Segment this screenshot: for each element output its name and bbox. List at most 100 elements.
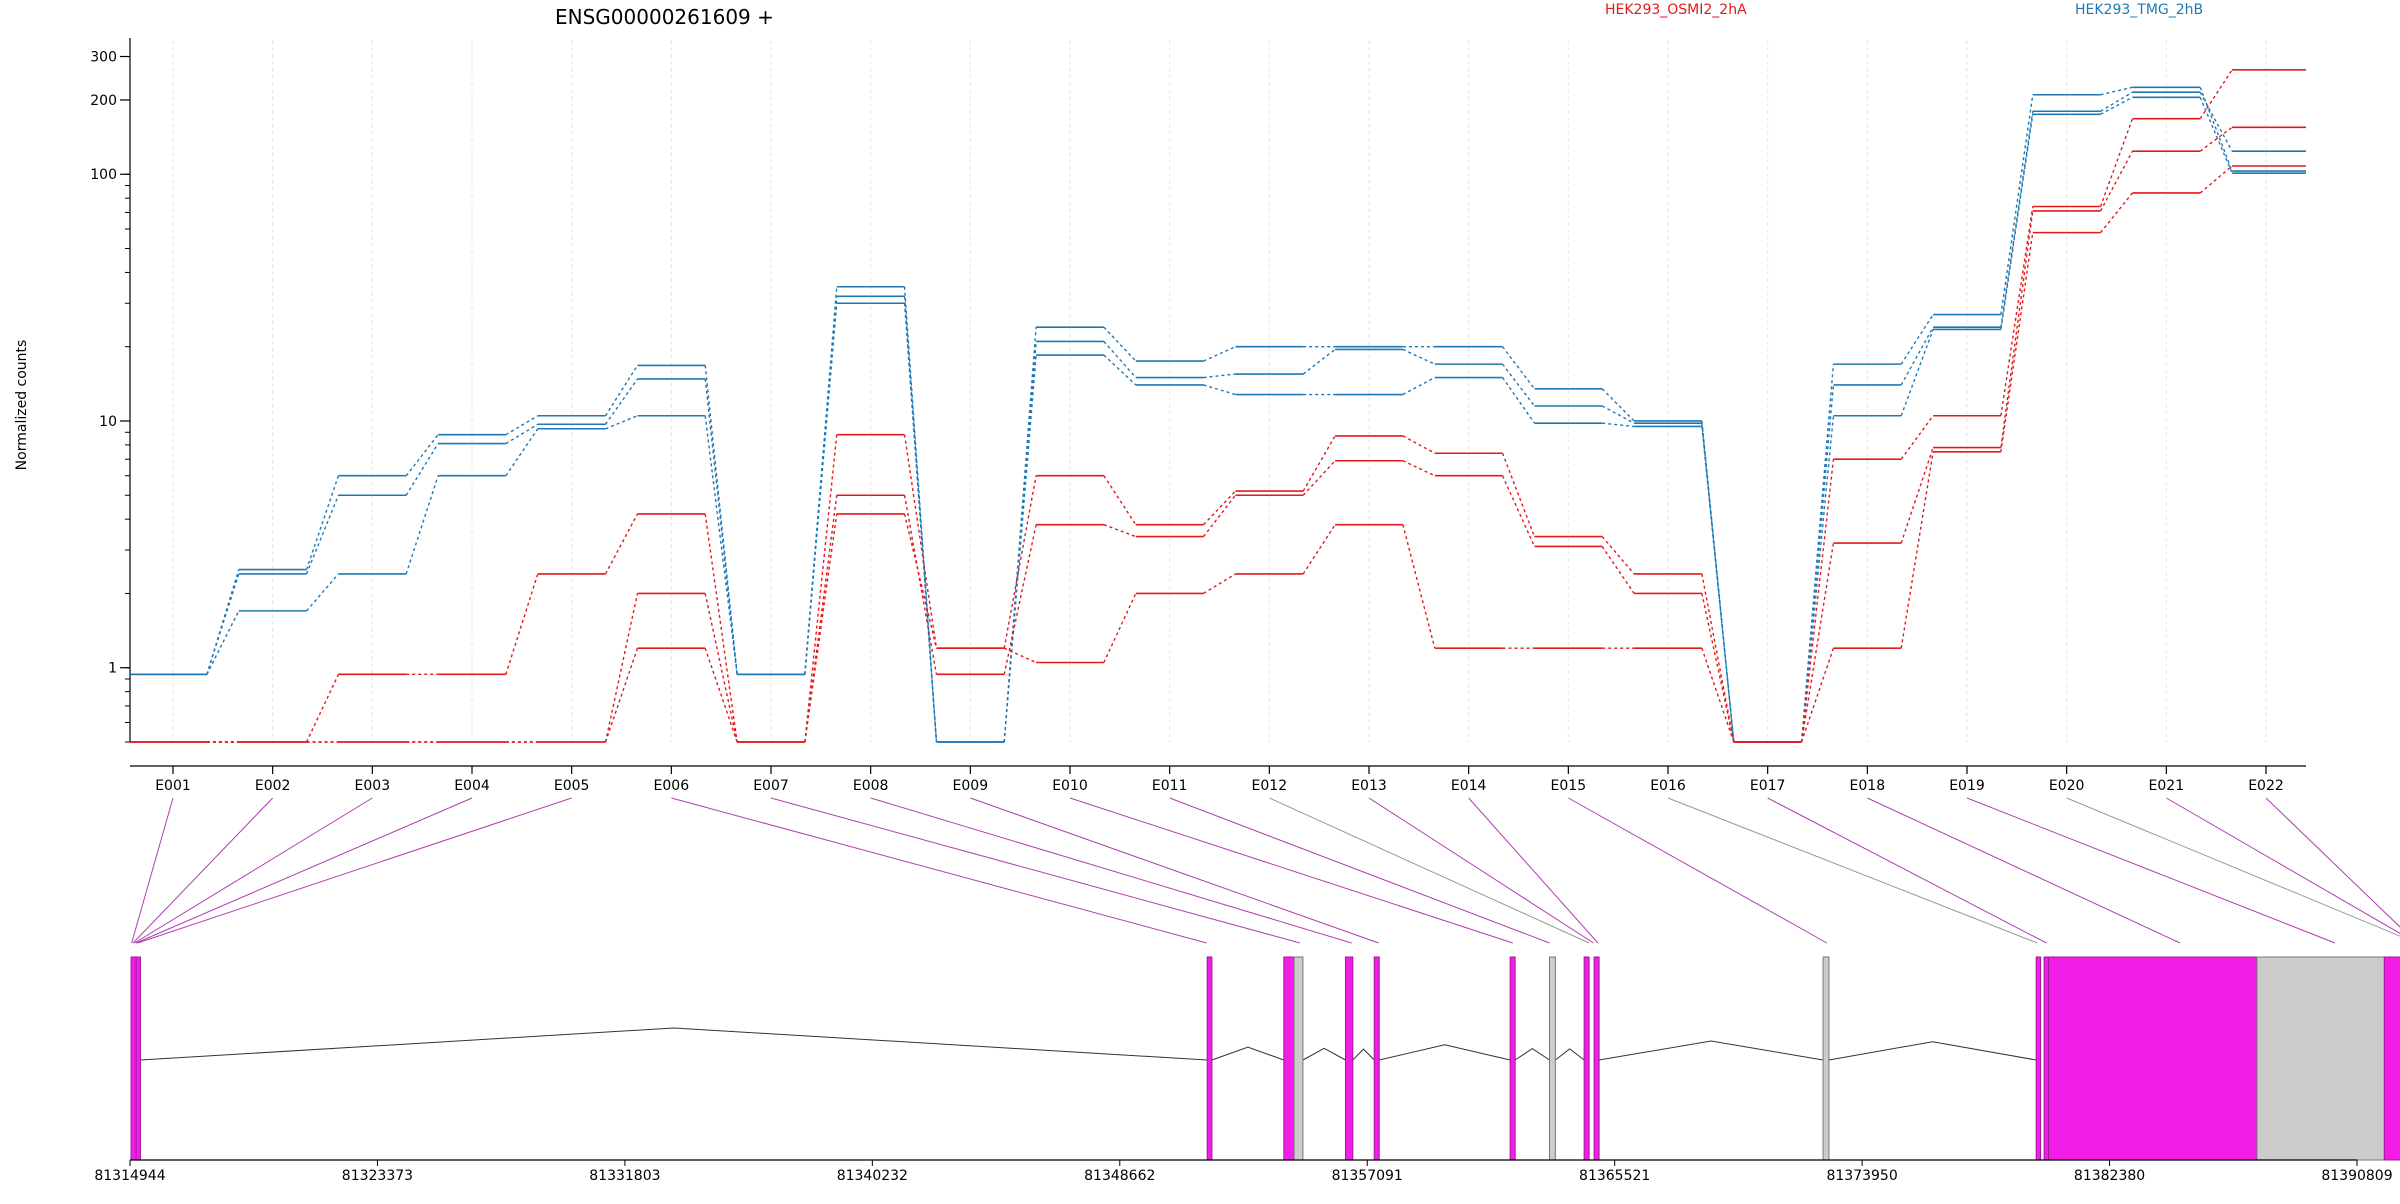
series-4-transition (903, 495, 938, 675)
gene-model (130, 956, 2400, 1161)
series-1 (130, 91, 2306, 743)
intron-line (1599, 1040, 1824, 1061)
series-5-transition (1302, 524, 1336, 575)
series-5-transition (1701, 647, 1735, 743)
gridlines (172, 40, 2267, 742)
intron-line (1555, 1048, 1585, 1061)
series-5-transition (2000, 232, 2034, 452)
x-tick-label-e011: E011 (1152, 778, 1188, 794)
series-4-transition (1202, 494, 1237, 538)
series-3-transition (1501, 452, 1536, 537)
intron-line (140, 1027, 1208, 1061)
connector-e012 (1269, 797, 1590, 944)
series-4-transition (1302, 460, 1336, 496)
genomic-axis: 81314944 81323373 81331803 81340232 81348662… (94, 1159, 2393, 1184)
series-0-transition (1103, 326, 1137, 362)
connector-e004 (135, 797, 473, 944)
series-3-transition (2099, 118, 2134, 207)
connector-e021 (2166, 797, 2400, 934)
series-5-transition (804, 513, 838, 743)
x-tick-label-e006: E006 (654, 778, 690, 794)
connector-e022 (2265, 797, 2400, 928)
series-5 (130, 165, 2306, 743)
series-2-transition (1800, 415, 1835, 743)
connector-e020 (2066, 797, 2400, 937)
series-5-transition (604, 647, 639, 743)
series-2-transition (1402, 376, 1436, 396)
genomic-tick-label: 81357091 (1332, 1168, 1403, 1184)
x-tick-label-e012: E012 (1252, 778, 1288, 794)
series-5-transition (1203, 573, 1236, 595)
series-0 (130, 86, 2306, 743)
series-2-transition (505, 428, 539, 477)
exon-highlighted (1344, 956, 1354, 1161)
connector-e014 (1468, 797, 1599, 944)
connector-e009 (970, 797, 1379, 944)
genomic-tick-label: 81348662 (1084, 1168, 1155, 1184)
exon-highlighted (135, 956, 141, 1161)
connector-e013 (1368, 797, 1594, 944)
intron-line (1302, 1047, 1346, 1061)
x-tick-label-e007: E007 (753, 778, 789, 794)
x-axis: E001 E002 E003 E004 E005 E006 E007 E008 E009 E010… (130, 765, 2306, 794)
series-4-transition (604, 593, 639, 743)
genomic-tick-label: 81390809 (2321, 1168, 2392, 1184)
x-tick-label-e005: E005 (554, 778, 590, 794)
series-4-transition (2000, 210, 2034, 448)
series-3-transition (704, 513, 738, 743)
genomic-tick-label: 81340232 (837, 1168, 908, 1184)
x-tick-label-e003: E003 (355, 778, 391, 794)
x-tick-label-e021: E021 (2149, 778, 2185, 794)
exon (1548, 956, 1556, 1161)
connector-e001 (131, 797, 174, 944)
genomic-tick-label: 81323373 (342, 1168, 413, 1184)
intron-line (1211, 1046, 1284, 1061)
series-1-transition (405, 443, 439, 496)
series-0-transition (1900, 314, 1934, 365)
series-0-transition (1501, 346, 1536, 390)
series-1-transition (505, 423, 539, 445)
series-1-transition (1402, 348, 1436, 365)
x-tick-label-e009: E009 (953, 778, 989, 794)
series-4-transition (1402, 460, 1436, 477)
series-1-transition (1203, 373, 1236, 379)
series-0-transition (2100, 86, 2133, 96)
connector-e011 (1169, 797, 1550, 944)
exon-highlighted (1206, 956, 1213, 1161)
exon-highlighted (1373, 956, 1380, 1161)
connector-e007 (770, 797, 1301, 944)
exon-highlighted (2048, 956, 2258, 1161)
series-3-transition (1800, 459, 1835, 743)
series-0-transition (604, 365, 639, 417)
x-tick-label-e004: E004 (454, 778, 490, 794)
x-tick-label-e020: E020 (2049, 778, 2085, 794)
series-1-transition (2100, 91, 2133, 112)
series-4-transition (2099, 150, 2134, 212)
series-2-transition (704, 415, 738, 675)
series-4-transition (1701, 593, 1735, 743)
series-2-transition (306, 573, 339, 612)
series-0-transition (704, 365, 738, 675)
series-5-transition (704, 647, 738, 743)
connector-e005 (137, 797, 572, 944)
exon-connector-lines (131, 797, 2400, 944)
series-3-transition (903, 434, 938, 649)
exon (1293, 956, 1304, 1161)
series-2-transition (1602, 422, 1635, 428)
exon-highlighted (2043, 956, 2050, 1161)
series-3 (130, 69, 2306, 743)
chart-title: ENSG00000261609 + (555, 5, 774, 29)
x-tick-label-e022: E022 (2248, 778, 2284, 794)
series-1-transition (1501, 363, 1536, 407)
series-1-transition (305, 494, 340, 575)
series-1-transition (2199, 91, 2233, 152)
connector-e017 (1767, 797, 2047, 944)
series-5-transition (1900, 451, 1934, 649)
exon-highlighted (1283, 956, 1295, 1161)
series-1-transition (1302, 348, 1336, 375)
x-tick-label-e013: E013 (1351, 778, 1387, 794)
series-0-transition (505, 415, 539, 436)
series-2-transition (2000, 114, 2034, 330)
